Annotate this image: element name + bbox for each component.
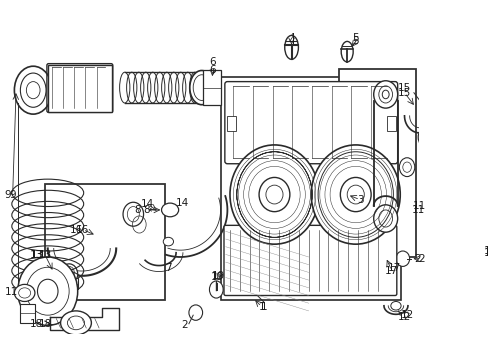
Text: 13: 13 [31,250,44,260]
Bar [59,278,78,289]
Ellipse shape [395,251,409,266]
Bar [202,71,221,105]
Text: 16: 16 [76,225,89,235]
Text: 12: 12 [400,310,413,320]
Ellipse shape [399,158,414,176]
Ellipse shape [123,202,143,226]
Text: 5: 5 [352,36,358,46]
Text: 3: 3 [356,195,363,205]
Text: 7: 7 [165,263,171,273]
Text: 2: 2 [181,320,187,330]
Text: 6: 6 [209,66,216,76]
Ellipse shape [188,305,202,320]
Text: 4: 4 [288,36,294,46]
Ellipse shape [14,284,35,301]
Text: 17: 17 [387,263,400,273]
Text: 4: 4 [288,33,294,43]
Text: 11: 11 [4,287,18,297]
Text: 2: 2 [417,254,424,264]
Text: 8: 8 [142,205,149,215]
FancyBboxPatch shape [47,64,113,112]
Ellipse shape [18,257,78,325]
Bar [20,304,35,323]
Ellipse shape [459,266,473,282]
Ellipse shape [390,301,400,310]
Text: 18: 18 [39,319,52,329]
Ellipse shape [373,205,397,232]
Bar [227,116,236,131]
Ellipse shape [341,41,352,62]
Text: 9: 9 [4,190,11,199]
Bar [45,184,164,300]
Ellipse shape [284,35,298,59]
Ellipse shape [229,145,318,244]
Text: 19: 19 [212,271,225,281]
Bar [386,116,395,131]
Text: 15: 15 [397,84,410,94]
Ellipse shape [467,250,482,267]
Text: 1: 1 [258,302,264,312]
Ellipse shape [442,247,488,301]
Ellipse shape [382,90,388,99]
Ellipse shape [189,71,213,105]
Text: 10: 10 [483,248,488,258]
FancyBboxPatch shape [224,225,396,296]
Text: 18: 18 [30,319,43,329]
Bar [48,64,112,112]
Text: 17: 17 [384,266,398,276]
Text: 13: 13 [30,250,43,260]
Text: 9: 9 [9,190,16,199]
Ellipse shape [20,73,46,107]
Ellipse shape [61,264,78,284]
Text: 5: 5 [352,33,358,43]
Text: 11: 11 [412,201,426,211]
Text: 6: 6 [209,57,216,67]
Ellipse shape [38,279,58,303]
Text: 14: 14 [141,199,154,209]
Text: 2: 2 [413,254,420,264]
Text: 10: 10 [483,246,488,256]
Ellipse shape [161,203,178,217]
Text: 8: 8 [134,205,141,215]
Ellipse shape [340,177,370,212]
Text: 1: 1 [261,302,267,312]
Text: 13: 13 [39,250,52,260]
Text: 14: 14 [176,198,189,208]
Ellipse shape [61,311,91,335]
Text: 11: 11 [411,205,424,215]
Text: 12: 12 [397,312,410,322]
Ellipse shape [163,237,173,246]
Text: 15: 15 [397,88,410,98]
Ellipse shape [373,81,397,108]
Text: 16: 16 [69,225,82,235]
Text: 19: 19 [210,272,224,282]
Ellipse shape [434,258,451,273]
Ellipse shape [417,127,434,148]
Text: ←: ← [149,205,157,215]
Ellipse shape [311,145,399,244]
Ellipse shape [259,177,289,212]
Bar [338,69,415,257]
FancyBboxPatch shape [224,82,397,164]
Bar [221,77,400,300]
Ellipse shape [209,281,223,298]
